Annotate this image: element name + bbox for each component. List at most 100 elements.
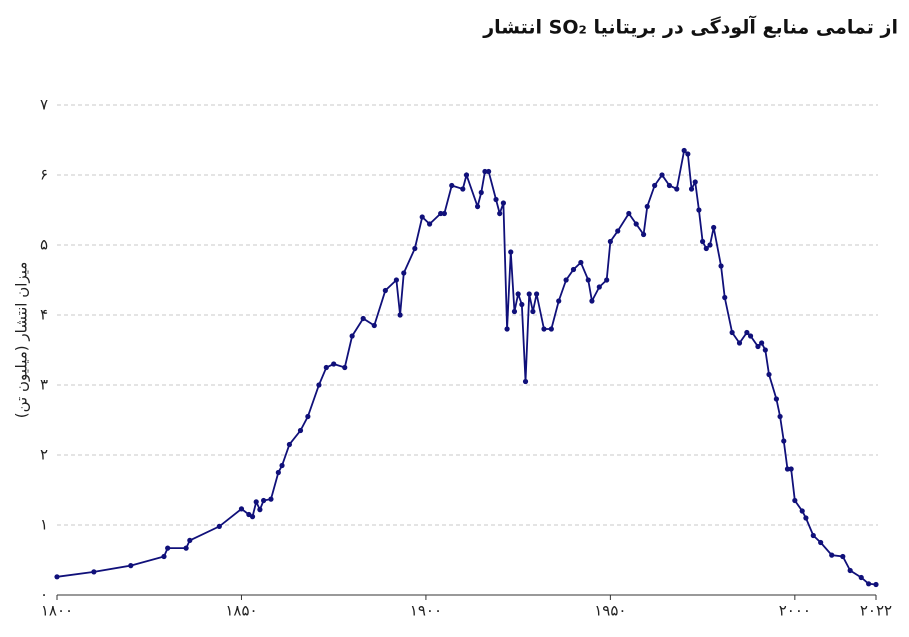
data-point xyxy=(766,371,772,378)
chart-title: انتشار SO₂ از تمامی منابع آلودگی در بریت… xyxy=(482,15,898,39)
y-tick-label: ۷ xyxy=(40,96,48,114)
data-point xyxy=(279,462,285,469)
data-point xyxy=(674,186,680,192)
x-tick-label: ۱۸۰۰ xyxy=(41,602,73,620)
data-point xyxy=(604,277,610,283)
data-point xyxy=(533,291,540,297)
data-point xyxy=(526,291,532,297)
data-point xyxy=(161,553,167,560)
data-point xyxy=(747,333,754,339)
y-tick-label: ۶ xyxy=(40,166,48,184)
data-point xyxy=(397,312,403,318)
data-point xyxy=(781,438,787,444)
data-point xyxy=(840,553,846,560)
data-point xyxy=(626,210,632,217)
data-point xyxy=(700,238,706,245)
data-point xyxy=(707,242,713,248)
data-point xyxy=(530,308,536,315)
data-point xyxy=(504,326,510,332)
data-point xyxy=(441,210,447,217)
y-tick-label: ۳ xyxy=(40,376,48,394)
data-point xyxy=(257,507,263,513)
y-axis-label: میزان انتشار (میلیون تن) xyxy=(13,262,31,419)
data-point xyxy=(803,515,809,521)
data-point xyxy=(216,523,222,530)
data-point xyxy=(607,238,613,245)
data-point xyxy=(711,224,717,231)
data-point xyxy=(128,563,134,569)
data-point xyxy=(722,294,728,301)
data-point xyxy=(91,569,97,575)
data-point xyxy=(563,277,569,283)
data-point xyxy=(615,228,621,234)
data-point xyxy=(692,179,698,185)
data-point xyxy=(393,277,400,283)
data-point xyxy=(474,203,481,210)
x-tick-label: ۱۹۵۰ xyxy=(594,602,626,620)
data-point xyxy=(818,539,824,546)
data-point xyxy=(681,147,687,154)
x-tick-label: ۲۰۰۰ xyxy=(779,602,811,620)
data-point xyxy=(360,315,366,322)
data-point xyxy=(519,301,525,308)
data-point xyxy=(187,537,193,544)
data-point xyxy=(522,378,529,385)
data-point xyxy=(644,203,650,210)
data-point xyxy=(449,182,455,189)
data-point xyxy=(729,329,735,336)
data-point xyxy=(633,221,639,227)
data-point xyxy=(703,245,709,252)
data-point xyxy=(497,210,503,217)
x-tick-label: ۲۰۲۲ xyxy=(860,602,892,620)
data-point xyxy=(759,340,765,346)
data-point xyxy=(165,545,171,551)
data-point xyxy=(866,581,872,587)
data-point xyxy=(736,340,743,346)
data-point xyxy=(570,266,577,273)
data-point xyxy=(585,277,591,283)
y-tick-label: ۱ xyxy=(40,516,48,534)
data-point xyxy=(500,200,506,206)
data-point xyxy=(508,249,514,255)
data-point xyxy=(744,329,750,336)
data-point xyxy=(463,172,470,178)
data-point xyxy=(578,259,584,266)
data-point xyxy=(784,466,791,472)
data-point xyxy=(183,545,189,551)
data-point xyxy=(382,287,388,294)
data-point xyxy=(666,182,673,189)
data-point xyxy=(696,207,702,213)
data-point xyxy=(640,231,647,238)
data-point xyxy=(799,508,805,514)
data-point xyxy=(316,382,322,388)
x-tick-label: ۱۸۵۰ xyxy=(225,602,257,620)
data-point xyxy=(401,270,407,276)
data-point xyxy=(589,298,595,304)
data-point xyxy=(249,514,256,520)
data-point xyxy=(286,441,293,448)
data-point xyxy=(275,469,281,476)
data-point xyxy=(541,326,547,332)
data-point xyxy=(596,284,602,290)
data-point xyxy=(297,427,304,434)
data-point xyxy=(652,182,658,189)
data-point xyxy=(511,308,518,315)
data-point xyxy=(412,245,418,252)
y-tick-label: ۰ xyxy=(40,586,48,604)
series-line xyxy=(56,148,877,586)
data-point xyxy=(268,496,274,502)
x-tick-label: ۱۹۰۰ xyxy=(410,602,442,620)
data-point xyxy=(685,151,691,157)
data-point xyxy=(460,186,466,192)
data-point xyxy=(323,364,329,371)
data-point xyxy=(659,172,665,178)
data-point xyxy=(777,413,783,420)
data-point xyxy=(493,196,499,203)
data-point xyxy=(755,343,761,350)
data-point xyxy=(253,499,259,505)
data-point xyxy=(486,168,492,175)
y-tick-label: ۴ xyxy=(40,306,48,324)
data-point xyxy=(349,333,355,339)
data-point xyxy=(419,214,425,220)
data-point xyxy=(810,532,816,539)
